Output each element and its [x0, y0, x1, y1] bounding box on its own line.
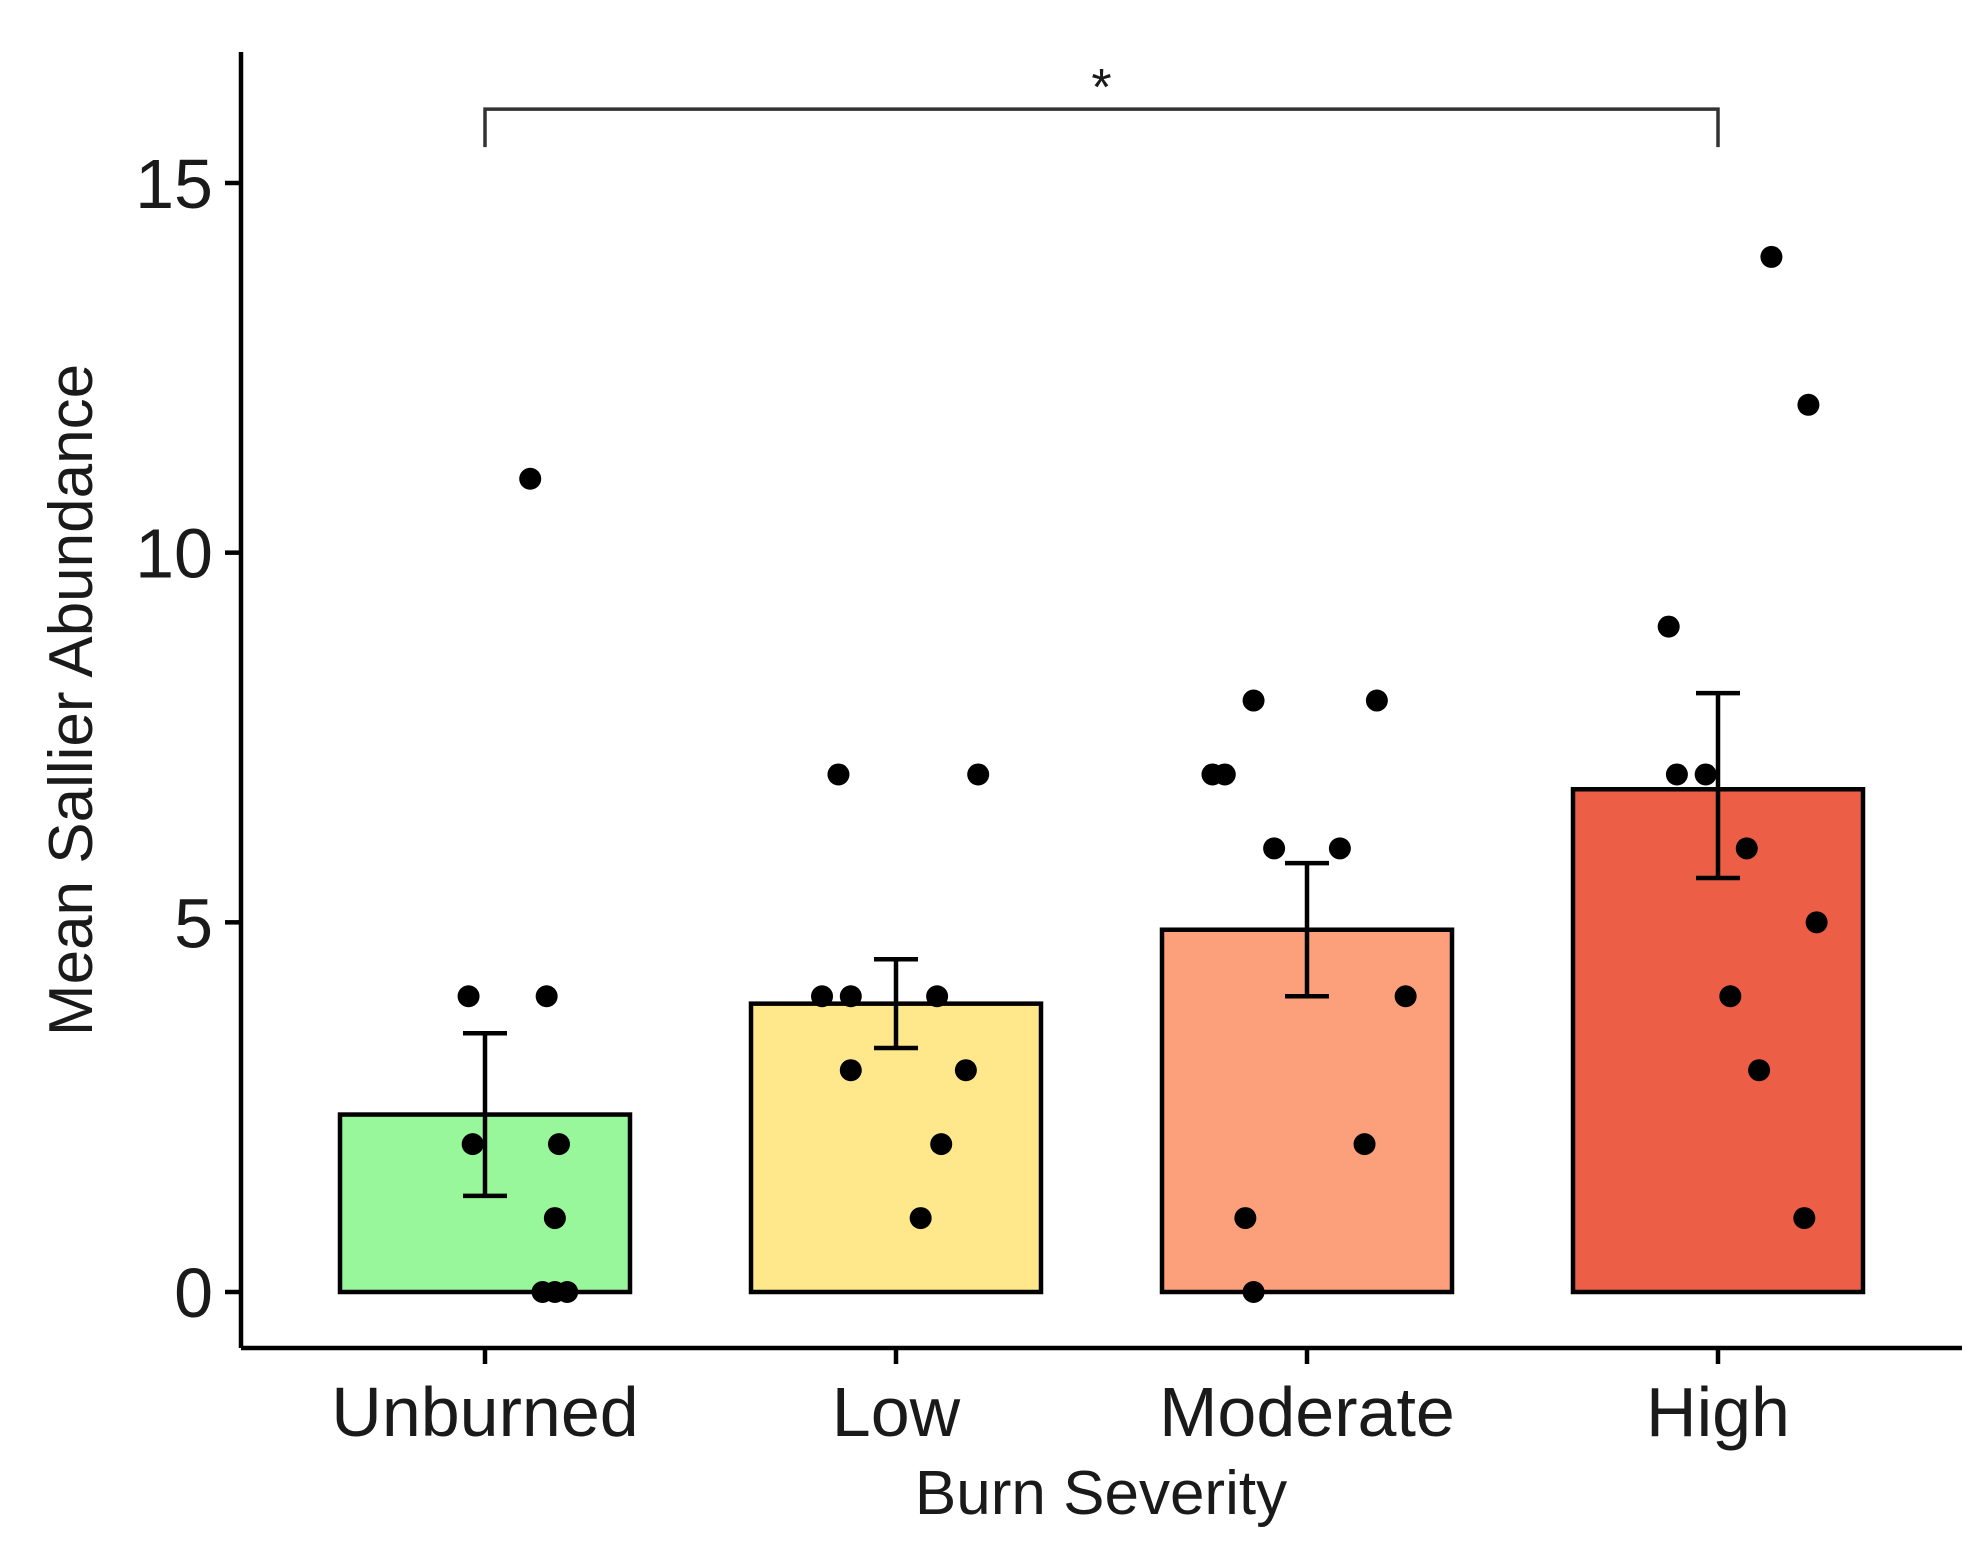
bars-layer	[337, 787, 1866, 1295]
data-point-moderate	[1213, 763, 1236, 786]
data-point-low	[954, 1059, 977, 1082]
data-point-unburned	[457, 985, 480, 1008]
data-point-moderate	[1365, 689, 1388, 712]
data-point-moderate	[1263, 837, 1286, 860]
data-point-low	[967, 763, 990, 786]
data-point-moderate	[1242, 1281, 1265, 1303]
data-point-low	[926, 985, 949, 1008]
y-tick-label: 5	[174, 884, 213, 962]
data-point-unburned	[461, 1133, 484, 1156]
data-point-unburned	[543, 1207, 566, 1230]
data-point-low	[930, 1133, 953, 1156]
data-point-unburned	[519, 467, 542, 490]
data-point-unburned	[547, 1133, 570, 1156]
data-point-low	[909, 1207, 932, 1230]
x-tick-label-low: Low	[832, 1373, 961, 1451]
x-tick-label-high: High	[1646, 1373, 1790, 1451]
data-point-low	[839, 985, 862, 1008]
error-bar-high	[1696, 690, 1740, 881]
significance-layer: *	[483, 59, 1720, 148]
significance-bracket	[483, 107, 1720, 148]
data-point-high	[1748, 1059, 1771, 1082]
data-point-moderate	[1242, 689, 1265, 712]
data-point-moderate	[1394, 985, 1417, 1008]
y-tick-label: 0	[174, 1254, 213, 1332]
points-layer	[457, 245, 1828, 1303]
data-point-high	[1735, 837, 1758, 860]
data-point-unburned	[556, 1281, 579, 1303]
x-ticks-layer: Unburned Low Moderate High	[331, 1348, 1790, 1451]
data-point-high	[1657, 615, 1680, 638]
data-point-moderate	[1328, 837, 1351, 860]
y-axis-title: Mean Sallier Abundance	[37, 364, 106, 1036]
y-tick-label: 10	[135, 515, 213, 593]
axes-layer	[238, 52, 1962, 1351]
bar-low	[748, 1001, 1044, 1295]
data-point-low	[839, 1059, 862, 1082]
data-point-high	[1719, 985, 1742, 1008]
data-point-moderate	[1353, 1133, 1376, 1156]
x-tick-label-unburned: Unburned	[331, 1373, 638, 1451]
data-point-high	[1805, 911, 1828, 934]
error-bars-layer	[463, 690, 1740, 1199]
y-tick-label: 15	[135, 145, 213, 223]
data-point-high	[1694, 763, 1717, 786]
error-bar-moderate	[1285, 860, 1329, 999]
data-point-high	[1797, 393, 1820, 416]
error-bar-unburned	[463, 1030, 507, 1199]
y-ticks-layer: 0 5 10 15	[135, 145, 241, 1332]
x-axis-title: Burn Severity	[915, 1459, 1287, 1528]
x-tick-label-moderate: Moderate	[1159, 1373, 1455, 1451]
error-bar-low	[874, 957, 918, 1051]
significance-label: *	[1091, 59, 1111, 117]
data-point-low	[827, 763, 850, 786]
data-point-unburned	[535, 985, 558, 1008]
data-point-high	[1665, 763, 1688, 786]
data-point-high	[1793, 1207, 1816, 1230]
data-point-low	[811, 985, 834, 1008]
data-point-moderate	[1234, 1207, 1257, 1230]
data-point-high	[1760, 245, 1783, 268]
